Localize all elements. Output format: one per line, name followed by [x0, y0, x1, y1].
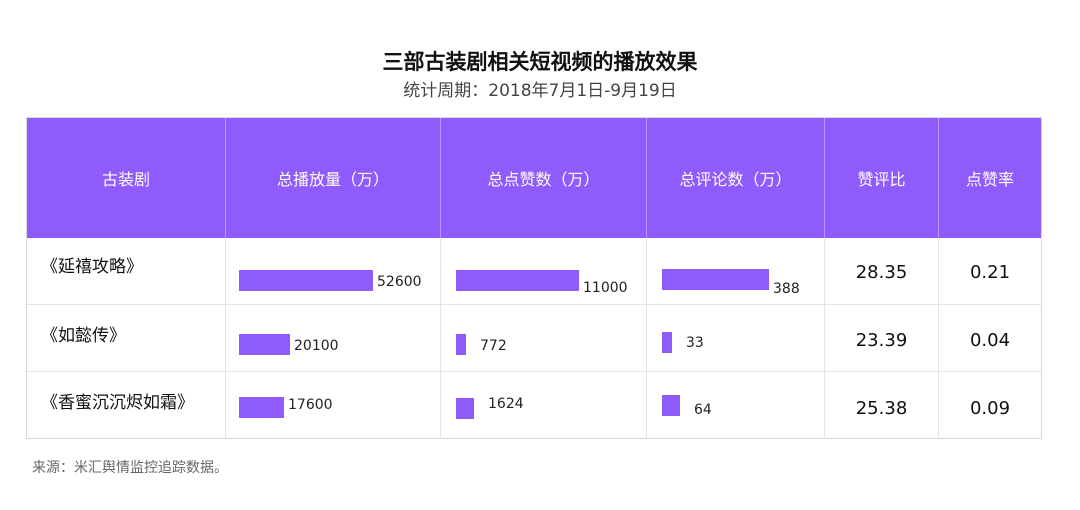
likes-value: 11000	[583, 280, 628, 296]
ratio-value: 28.35	[855, 262, 908, 283]
header-drama: 古装剧	[101, 170, 150, 189]
column-divider	[824, 238, 825, 438]
ratio-value: 25.38	[855, 398, 908, 419]
header-divider	[225, 118, 226, 238]
header-plays: 总播放量（万）	[276, 170, 389, 189]
likes-bar	[456, 398, 474, 419]
comments-bar	[662, 332, 672, 353]
data-table: 古装剧 总播放量（万） 总点赞数（万） 总评论数（万） 赞评比 点赞率 《延禧攻…	[26, 117, 1042, 439]
row-divider	[27, 371, 1041, 372]
drama-name: 《香蜜沉沉烬如霜》	[41, 393, 194, 413]
header-divider	[938, 118, 939, 238]
drama-name: 《延禧攻略》	[41, 257, 143, 277]
column-divider	[440, 238, 441, 438]
source-note: 来源：米汇舆情监控追踪数据。	[32, 460, 228, 476]
plays-bar	[239, 397, 284, 418]
plays-bar	[239, 270, 373, 291]
comments-value: 33	[686, 335, 704, 351]
likes-bar	[456, 270, 579, 291]
like-rate-value: 0.09	[969, 398, 1011, 419]
column-divider	[225, 238, 226, 438]
likes-value: 1624	[488, 396, 524, 412]
chart-title: 三部古装剧相关短视频的播放效果	[382, 50, 698, 74]
header-like-rate: 点赞率	[965, 170, 1014, 189]
ratio-value: 23.39	[855, 330, 908, 351]
like-rate-value: 0.04	[969, 330, 1011, 351]
like-rate-value: 0.21	[969, 262, 1011, 283]
likes-value: 772	[480, 338, 507, 354]
comments-value: 388	[773, 281, 800, 297]
likes-bar	[456, 334, 466, 355]
table-header: 古装剧 总播放量（万） 总点赞数（万） 总评论数（万） 赞评比 点赞率	[27, 118, 1041, 238]
drama-name: 《如懿传》	[41, 326, 126, 346]
comments-bar	[662, 269, 769, 290]
column-divider	[646, 238, 647, 438]
row-divider	[27, 304, 1041, 305]
comments-value: 64	[694, 402, 712, 418]
header-ratio: 赞评比	[857, 170, 906, 189]
plays-bar	[239, 334, 290, 355]
header-comments: 总评论数（万）	[679, 170, 792, 189]
plays-value: 17600	[288, 397, 333, 413]
column-divider	[938, 238, 939, 438]
header-likes: 总点赞数（万）	[487, 170, 600, 189]
plays-value: 52600	[377, 274, 422, 290]
header-divider	[824, 118, 825, 238]
header-divider	[646, 118, 647, 238]
header-divider	[440, 118, 441, 238]
chart-subtitle: 统计周期：2018年7月1日-9月19日	[403, 81, 677, 101]
plays-value: 20100	[294, 338, 339, 354]
comments-bar	[662, 395, 680, 416]
